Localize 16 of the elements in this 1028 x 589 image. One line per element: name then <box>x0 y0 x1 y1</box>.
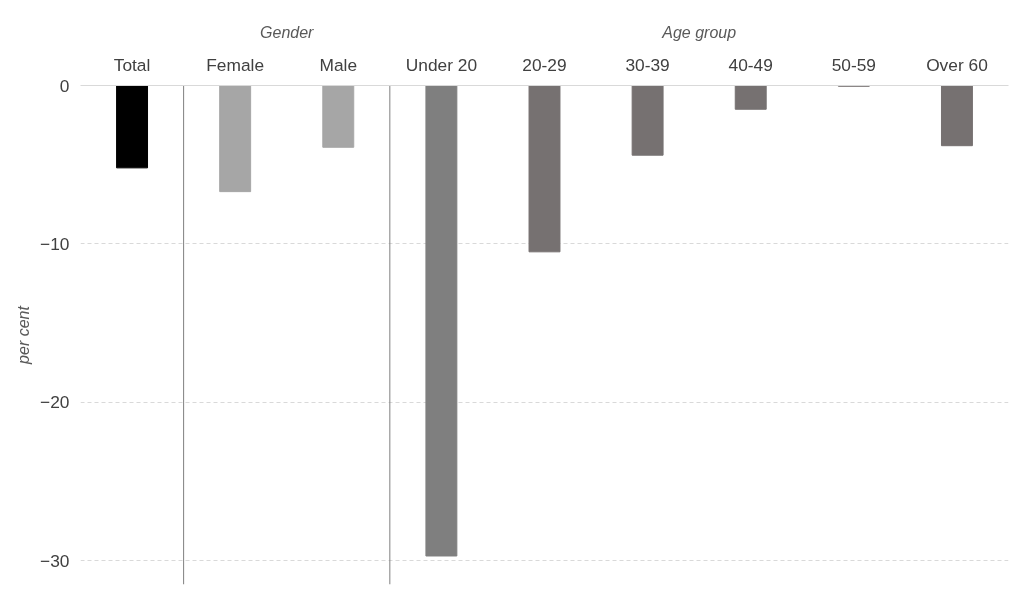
x-tick-label: Under 20 <box>405 54 478 75</box>
text: Gender <box>260 23 315 41</box>
x-tick-label: Male <box>319 54 358 75</box>
x-tick-label: 50-59 <box>831 54 876 75</box>
y-tick-label: 0 <box>59 75 70 96</box>
x-tick-label: Female <box>206 54 265 75</box>
x-tick-label: Over 60 <box>926 54 988 75</box>
y-axis-title: per cent <box>15 305 33 365</box>
x-tick-label: 20-29 <box>522 54 567 75</box>
x-tick-label: Total <box>113 54 151 75</box>
x-tick-label: 30-39 <box>625 54 670 75</box>
y-tick-label: −20 <box>40 392 70 413</box>
y-tick-label: −10 <box>40 233 70 254</box>
x-tick-label: 40-49 <box>728 54 773 75</box>
y-tick-label: −30 <box>40 550 70 571</box>
text: Age group <box>661 23 737 41</box>
